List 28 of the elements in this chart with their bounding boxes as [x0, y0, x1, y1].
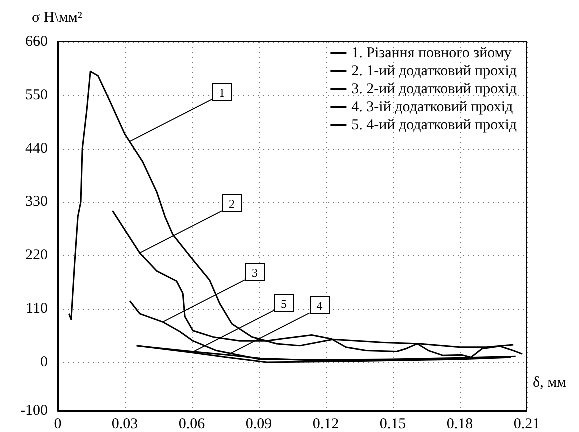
- x-tick-label: 0.18: [446, 416, 474, 432]
- annotation: 2: [222, 194, 242, 212]
- x-tick-label: 0.06: [178, 416, 206, 432]
- y-tick-label: 220: [26, 248, 48, 264]
- annotation: 4: [310, 296, 330, 314]
- y-tick-label: 440: [26, 140, 48, 157]
- y-tick-label: 110: [26, 301, 48, 318]
- x-tick-label: 0.03: [112, 416, 138, 432]
- legend-label: 2. 1-ий додатковий прохід: [352, 64, 518, 80]
- x-axis-title: δ, мм: [533, 375, 567, 392]
- y-axis-title: σ Н\мм²: [32, 10, 82, 27]
- y-tick-label: 660: [26, 34, 48, 50]
- x-tick-label: 0.12: [312, 416, 340, 432]
- y-tick-label: 550: [26, 87, 48, 104]
- annotation: 5: [274, 294, 294, 312]
- legend-label: 4. 3-ій додатковий прохід: [352, 100, 514, 116]
- annotation: 3: [244, 263, 265, 282]
- x-tick-label: 0.15: [380, 416, 406, 432]
- legend-label: 3. 2-ий додатковий прохід: [352, 82, 518, 98]
- y-tick-label: 330: [26, 194, 48, 210]
- y-tick-label: -100: [20, 403, 48, 419]
- legend-label: 5. 4-ий додатковий прохід: [352, 118, 518, 134]
- annotation: 1: [212, 82, 232, 101]
- x-tick-label: 0.09: [246, 416, 272, 432]
- x-tick-label: 0: [54, 416, 62, 432]
- legend-label: 1. Різання повного зйому: [352, 46, 512, 62]
- y-tick-label: 0: [40, 354, 48, 370]
- x-tick-label: 0.21: [514, 416, 540, 432]
